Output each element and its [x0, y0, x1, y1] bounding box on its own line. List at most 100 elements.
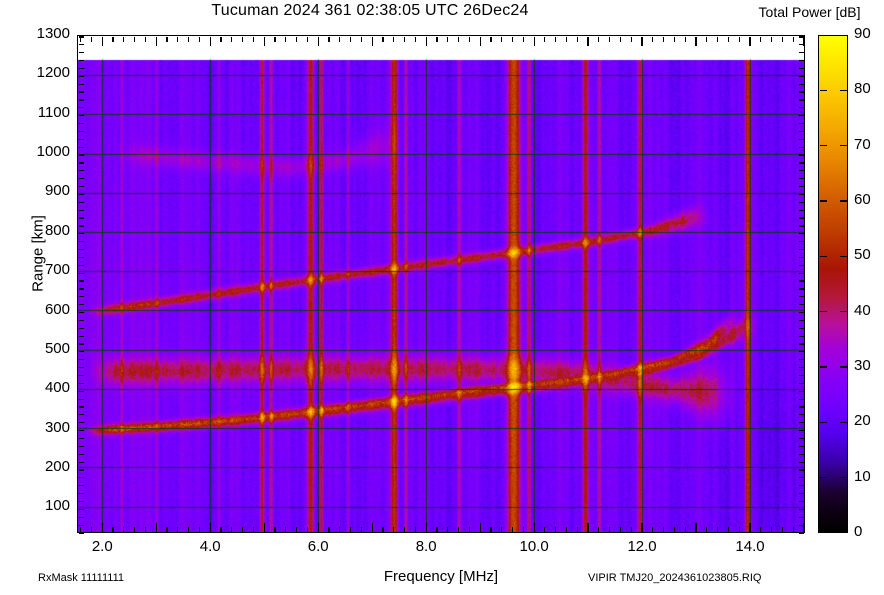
- x-tick: [198, 526, 201, 532]
- x-tick: [414, 526, 416, 532]
- y-tick: [78, 343, 84, 345]
- y-tick: [78, 390, 84, 392]
- x-tick: [209, 36, 211, 46]
- y-tick: [798, 516, 804, 518]
- x-tick: [328, 526, 330, 532]
- colorbar-tick: [839, 310, 847, 313]
- x-tick: [274, 526, 276, 532]
- x-tick: [339, 36, 341, 42]
- x-tick: [306, 36, 308, 42]
- y-tick-label: 800: [44, 221, 70, 239]
- y-tick: [78, 485, 84, 487]
- y-tick: [78, 461, 84, 463]
- x-tick: [112, 36, 114, 42]
- x-tick: [360, 526, 362, 532]
- y-tick: [78, 52, 84, 54]
- colorbar-tick: [819, 310, 827, 313]
- ionogram-plot-area[interactable]: [77, 35, 805, 533]
- y-tick: [798, 185, 804, 188]
- y-tick: [78, 469, 84, 471]
- x-tick: [727, 36, 730, 42]
- y-tick: [798, 524, 804, 526]
- x-tick: [360, 36, 362, 42]
- x-tick-label: 14.0: [735, 538, 765, 555]
- colorbar-title: Total Power [dB]: [758, 4, 861, 20]
- y-tick: [78, 398, 84, 400]
- y-tick: [798, 414, 804, 416]
- x-tick: [457, 526, 460, 532]
- x-tick: [468, 526, 470, 532]
- x-tick: [479, 36, 481, 46]
- y-tick: [798, 201, 804, 203]
- x-tick: [663, 526, 665, 532]
- y-tick: [798, 367, 804, 369]
- y-tick: [798, 469, 804, 471]
- y-tick: [798, 280, 804, 282]
- x-tick: [792, 36, 794, 42]
- y-tick: [78, 406, 84, 408]
- colorbar-tick: [839, 144, 847, 147]
- x-tick: [771, 526, 773, 532]
- y-tick: [78, 193, 84, 196]
- y-tick: [798, 445, 804, 447]
- x-tick: [393, 36, 395, 42]
- y-tick: [78, 59, 84, 62]
- x-tick: [533, 36, 535, 46]
- colorbar-tick-label: 10: [854, 467, 871, 485]
- y-tick: [78, 178, 84, 180]
- x-tick: [285, 526, 287, 532]
- y-tick: [798, 288, 804, 290]
- x-tick-label: 2.0: [91, 538, 113, 555]
- x-tick: [501, 526, 503, 532]
- x-tick: [630, 36, 632, 42]
- y-tick: [78, 44, 84, 46]
- y-tick: [798, 422, 804, 424]
- y-tick: [798, 382, 804, 384]
- y-tick: [798, 107, 804, 109]
- y-tick: [798, 319, 804, 321]
- y-tick: [78, 170, 84, 172]
- x-tick: [285, 36, 287, 42]
- colorbar-tick: [819, 421, 827, 424]
- y-tick-label: 100: [44, 497, 70, 515]
- x-tick: [101, 36, 103, 46]
- x-tick: [252, 526, 254, 532]
- y-tick: [798, 256, 804, 258]
- x-tick: [673, 526, 676, 532]
- x-tick: [177, 36, 179, 42]
- colorbar-tick-label: 30: [854, 357, 871, 374]
- y-tick: [78, 225, 84, 227]
- x-tick: [220, 36, 222, 42]
- y-tick: [78, 154, 84, 156]
- x-tick: [781, 36, 783, 42]
- ionogram-heatmap-canvas: [78, 36, 804, 532]
- x-tick: [112, 526, 114, 532]
- x-tick: [425, 522, 427, 532]
- x-tick: [587, 522, 589, 532]
- y-tick: [798, 406, 804, 408]
- x-tick: [684, 36, 686, 42]
- y-tick: [798, 461, 804, 463]
- colorbar-tick-label: 80: [854, 80, 871, 98]
- y-tick: [798, 59, 804, 62]
- y-tick: [798, 225, 804, 227]
- x-tick: [144, 526, 147, 532]
- colorbar-tick: [839, 476, 847, 479]
- y-tick: [78, 516, 84, 518]
- x-tick: [598, 526, 600, 532]
- x-tick: [641, 36, 643, 46]
- x-axis-label: Frequency [MHz]: [383, 568, 499, 585]
- x-tick: [522, 36, 524, 42]
- y-tick: [78, 359, 84, 361]
- y-tick: [798, 44, 804, 46]
- colorbar-tick: [839, 366, 847, 368]
- y-tick: [798, 374, 804, 377]
- y-tick: [78, 99, 84, 101]
- y-tick: [798, 437, 804, 440]
- x-tick: [533, 522, 535, 532]
- y-tick: [798, 398, 804, 400]
- y-tick: [78, 233, 84, 235]
- y-tick: [798, 264, 804, 266]
- x-tick: [263, 36, 265, 46]
- x-tick: [609, 526, 611, 532]
